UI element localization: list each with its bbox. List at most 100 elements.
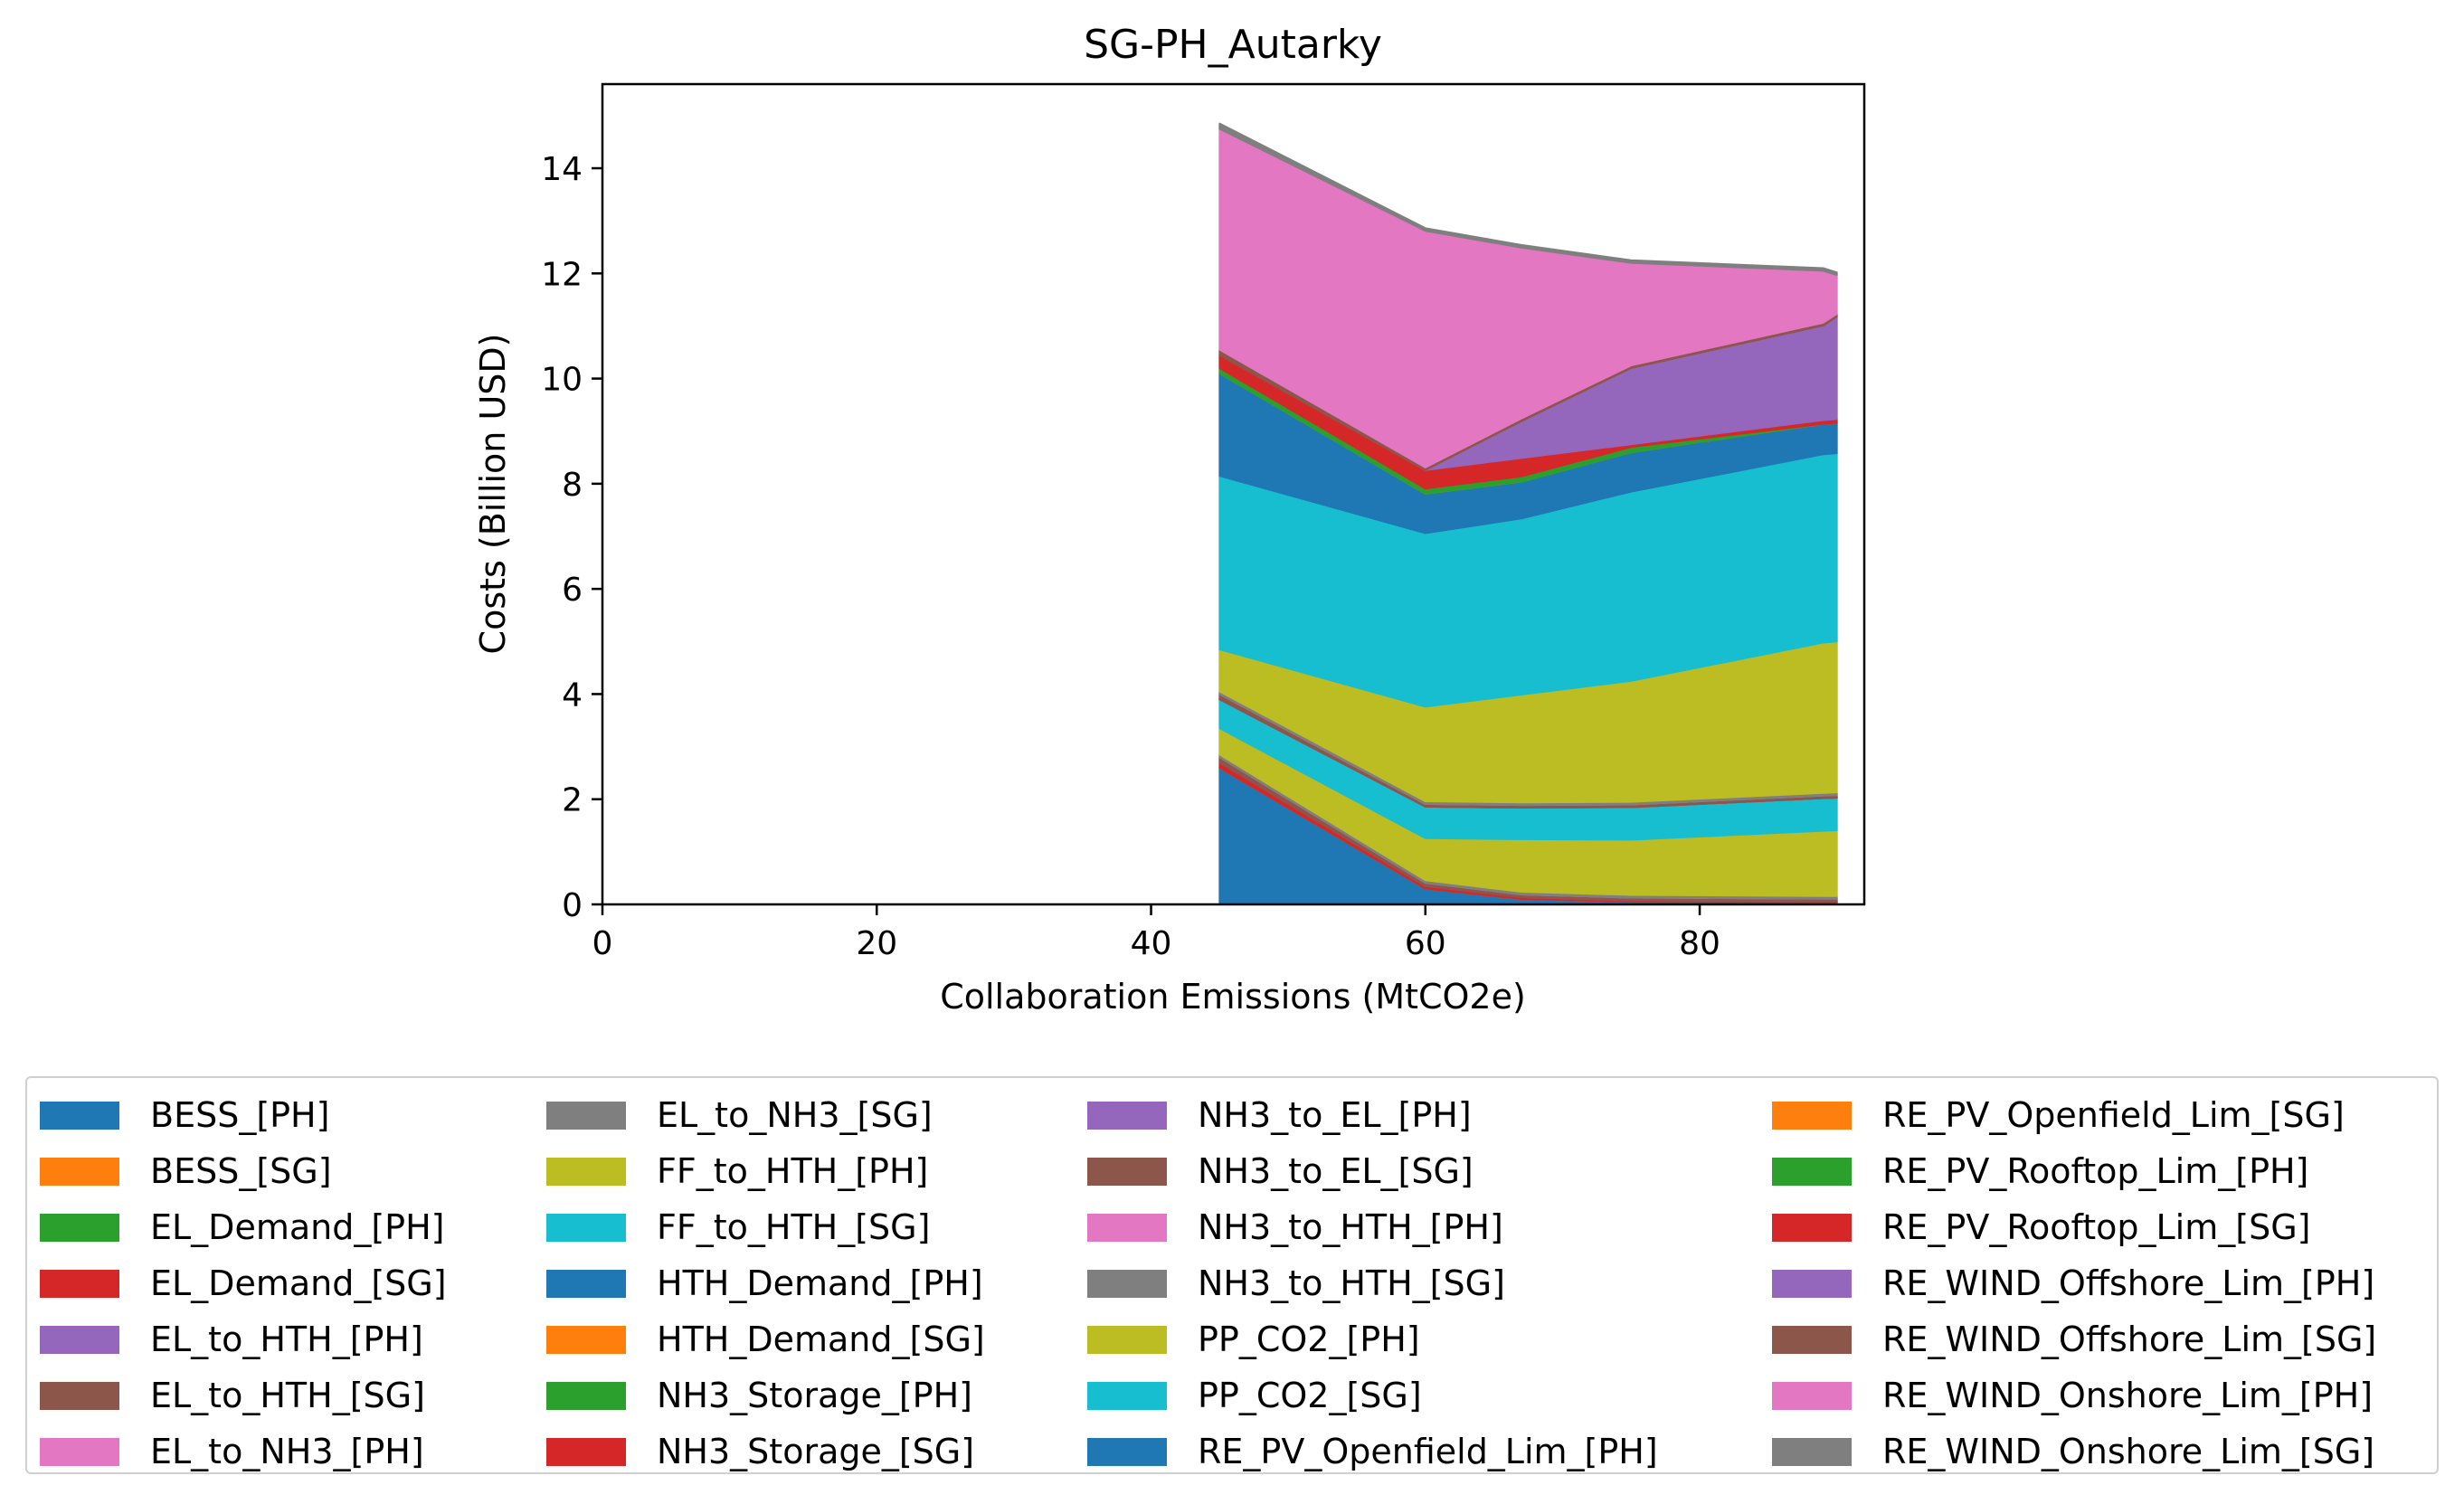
legend-swatch [546, 1213, 626, 1242]
legend-swatch [546, 1157, 626, 1186]
legend-swatch [1087, 1157, 1167, 1186]
legend-swatch [1772, 1101, 1852, 1130]
legend-item: NH3_to_EL_[SG] [1075, 1143, 1474, 1199]
legend-label: RE_PV_Rooftop_Lim_[PH] [1882, 1151, 2309, 1191]
legend-swatch [1772, 1157, 1852, 1186]
legend-label: EL_Demand_[SG] [150, 1263, 447, 1303]
legend-swatch [1087, 1101, 1167, 1130]
legend-swatch [1087, 1381, 1167, 1410]
legend-item: NH3_Storage_[SG] [534, 1424, 974, 1480]
x-axis: 0 20 40 60 80 [592, 904, 1720, 962]
legend-item: RE_WIND_Onshore_Lim_[PH] [1759, 1367, 2373, 1424]
legend-label: RE_PV_Openfield_Lim_[SG] [1882, 1095, 2345, 1135]
legend-item: EL_Demand_[SG] [27, 1255, 447, 1311]
legend-label: RE_WIND_Onshore_Lim_[SG] [1882, 1432, 2375, 1471]
legend-label: HTH_Demand_[PH] [657, 1263, 983, 1303]
legend-label: RE_WIND_Onshore_Lim_[PH] [1882, 1376, 2374, 1415]
legend-swatch [546, 1269, 626, 1298]
legend-swatch [40, 1269, 119, 1298]
y-tick-label: 0 [562, 887, 583, 924]
stacked-areas [1218, 122, 1838, 905]
legend-label: EL_to_HTH_[SG] [150, 1376, 425, 1415]
legend-label: EL_to_NH3_[SG] [657, 1095, 933, 1135]
y-tick-label: 8 [562, 467, 583, 504]
plot-frame [601, 82, 1866, 906]
legend-label: NH3_to_HTH_[SG] [1198, 1263, 1505, 1303]
legend-label: HTH_Demand_[SG] [657, 1320, 985, 1359]
chart-title: SG-PH_Autarky [1084, 22, 1382, 68]
legend-item: RE_PV_Openfield_Lim_[SG] [1759, 1087, 2345, 1143]
legend-label: BESS_[PH] [150, 1095, 330, 1135]
legend-item: NH3_Storage_[PH] [534, 1367, 972, 1424]
chart-legend: BESS_[PH] BESS_[SG] EL_Demand_[PH] EL_Deman… [25, 1076, 2439, 1474]
legend-label: PP_CO2_[SG] [1198, 1376, 1422, 1415]
x-tick-label: 80 [1679, 925, 1720, 962]
legend-swatch [1772, 1325, 1852, 1354]
legend-item: HTH_Demand_[PH] [534, 1255, 983, 1311]
legend-swatch [40, 1157, 119, 1186]
legend-label: RE_PV_Rooftop_Lim_[SG] [1882, 1207, 2311, 1247]
legend-label: FF_to_HTH_[PH] [657, 1151, 929, 1191]
legend-item: RE_WIND_Offshore_Lim_[PH] [1759, 1255, 2374, 1311]
legend-swatch [1772, 1437, 1852, 1466]
legend-item: RE_PV_Rooftop_Lim_[PH] [1759, 1143, 2308, 1199]
legend-label: RE_WIND_Offshore_Lim_[PH] [1882, 1263, 2375, 1303]
legend-swatch [40, 1381, 119, 1410]
legend-swatch [546, 1381, 626, 1410]
y-tick-label: 6 [562, 572, 583, 609]
legend-swatch [1087, 1325, 1167, 1354]
legend-label: NH3_to_EL_[SG] [1198, 1151, 1474, 1191]
legend-swatch [1087, 1213, 1167, 1242]
legend-item: NH3_to_EL_[PH] [1075, 1087, 1472, 1143]
legend-item: BESS_[PH] [27, 1087, 329, 1143]
legend-swatch [1087, 1437, 1167, 1466]
legend-label: NH3_to_HTH_[PH] [1198, 1207, 1503, 1247]
legend-swatch [546, 1437, 626, 1466]
legend-item: EL_to_HTH_[SG] [27, 1367, 425, 1424]
legend-swatch [546, 1101, 626, 1130]
x-tick-label: 20 [856, 925, 897, 962]
legend-label: EL_Demand_[PH] [150, 1207, 445, 1247]
legend-swatch [1087, 1269, 1167, 1298]
legend-item: HTH_Demand_[SG] [534, 1311, 985, 1367]
legend-item: RE_WIND_Onshore_Lim_[SG] [1759, 1424, 2374, 1480]
legend-item: FF_to_HTH_[PH] [534, 1143, 928, 1199]
legend-item: FF_to_HTH_[SG] [534, 1199, 930, 1255]
x-tick-label: 60 [1405, 925, 1446, 962]
legend-swatch [40, 1101, 119, 1130]
legend-label: EL_to_NH3_[PH] [150, 1432, 424, 1471]
legend-swatch [40, 1213, 119, 1242]
legend-item: NH3_to_HTH_[PH] [1075, 1199, 1503, 1255]
legend-item: EL_to_NH3_[SG] [534, 1087, 933, 1143]
legend-item: EL_to_NH3_[PH] [27, 1424, 424, 1480]
x-tick-label: 40 [1131, 925, 1172, 962]
y-tick-label: 12 [541, 256, 583, 293]
legend-swatch [40, 1437, 119, 1466]
legend-label: RE_WIND_Offshore_Lim_[SG] [1882, 1320, 2377, 1359]
legend-item: BESS_[SG] [27, 1143, 332, 1199]
legend-item: RE_PV_Openfield_Lim_[PH] [1075, 1424, 1658, 1480]
legend-item: RE_WIND_Offshore_Lim_[SG] [1759, 1311, 2376, 1367]
y-tick-label: 2 [562, 782, 583, 819]
legend-label: FF_to_HTH_[SG] [657, 1207, 931, 1247]
legend-swatch [1772, 1213, 1852, 1242]
legend-item: RE_PV_Rooftop_Lim_[SG] [1759, 1199, 2310, 1255]
legend-item: PP_CO2_[SG] [1075, 1367, 1422, 1424]
legend-item: EL_Demand_[PH] [27, 1199, 444, 1255]
legend-label: NH3_to_EL_[PH] [1198, 1095, 1472, 1135]
legend-label: RE_PV_Openfield_Lim_[PH] [1198, 1432, 1658, 1471]
legend-label: NH3_Storage_[SG] [657, 1432, 975, 1471]
legend-swatch [40, 1325, 119, 1354]
x-axis-label: Collaboration Emissions (MtCO2e) [940, 977, 1526, 1017]
legend-label: NH3_Storage_[PH] [657, 1376, 972, 1415]
y-tick-label: 10 [541, 362, 583, 399]
y-axis: 0 2 4 6 8 10 12 14 [541, 151, 602, 924]
x-tick-label: 0 [592, 925, 613, 962]
legend-item: EL_to_HTH_[PH] [27, 1311, 423, 1367]
y-axis-label: Costs (Billion USD) [473, 334, 513, 655]
legend-item: NH3_to_HTH_[SG] [1075, 1255, 1505, 1311]
y-tick-label: 14 [541, 151, 583, 188]
area-re-wind-onshore-lim-sg [1218, 122, 1838, 277]
legend-swatch [1772, 1269, 1852, 1298]
